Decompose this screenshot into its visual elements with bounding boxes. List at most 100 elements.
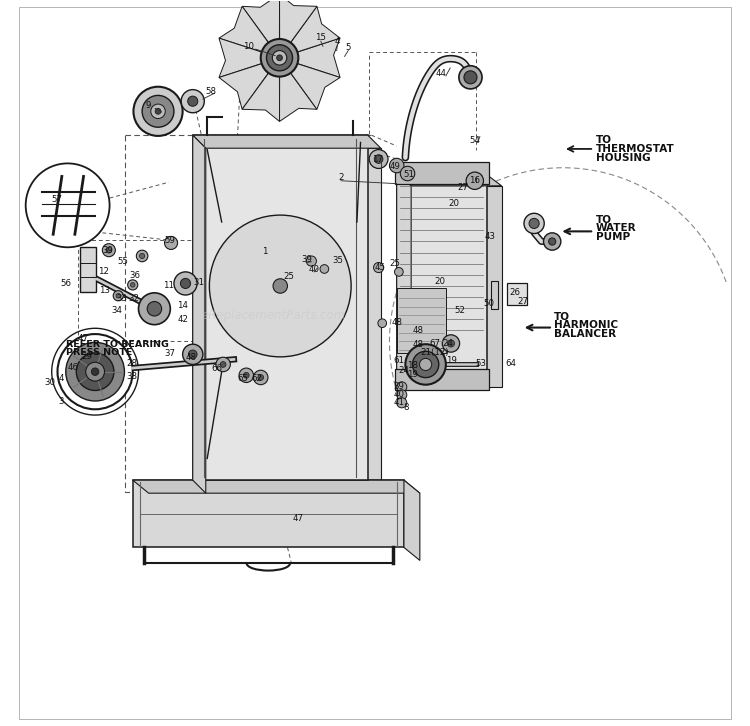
Polygon shape — [133, 480, 404, 547]
Polygon shape — [193, 135, 206, 493]
Text: TO: TO — [596, 135, 611, 145]
Polygon shape — [397, 175, 487, 376]
Circle shape — [464, 71, 477, 83]
Text: 62: 62 — [251, 375, 262, 383]
Circle shape — [266, 45, 292, 71]
Circle shape — [272, 51, 286, 65]
Text: 43: 43 — [484, 232, 496, 241]
Circle shape — [369, 150, 388, 168]
Circle shape — [374, 155, 383, 163]
Text: TO: TO — [554, 311, 570, 322]
Text: 47: 47 — [78, 334, 89, 343]
Circle shape — [130, 282, 135, 287]
Text: 3: 3 — [58, 397, 64, 406]
Circle shape — [142, 95, 174, 127]
Circle shape — [92, 368, 99, 375]
Text: 14: 14 — [177, 301, 188, 310]
Text: 27: 27 — [458, 184, 469, 192]
Circle shape — [397, 390, 406, 400]
Circle shape — [394, 268, 404, 276]
Circle shape — [181, 278, 190, 288]
Circle shape — [174, 272, 197, 295]
Text: 51: 51 — [404, 171, 415, 179]
Circle shape — [155, 108, 161, 114]
FancyBboxPatch shape — [394, 162, 489, 184]
Circle shape — [378, 319, 386, 327]
Polygon shape — [280, 0, 317, 51]
Circle shape — [147, 301, 162, 316]
Text: 25: 25 — [390, 258, 400, 268]
Circle shape — [243, 372, 249, 378]
Polygon shape — [219, 38, 272, 78]
Text: 40: 40 — [309, 265, 320, 274]
Text: 42: 42 — [177, 315, 188, 324]
Text: 15: 15 — [315, 33, 326, 42]
Polygon shape — [242, 0, 280, 51]
Text: 4: 4 — [334, 38, 340, 46]
Polygon shape — [397, 175, 502, 186]
Circle shape — [459, 66, 482, 89]
Circle shape — [273, 279, 287, 293]
Text: HOUSING: HOUSING — [596, 152, 650, 163]
Text: 65: 65 — [237, 375, 248, 383]
FancyBboxPatch shape — [490, 280, 498, 309]
Text: 45: 45 — [374, 263, 386, 272]
Circle shape — [544, 233, 561, 250]
Polygon shape — [280, 65, 317, 121]
Polygon shape — [242, 65, 280, 121]
Text: WATER: WATER — [596, 224, 636, 234]
Circle shape — [419, 359, 432, 370]
Text: 10: 10 — [243, 41, 254, 51]
Circle shape — [216, 357, 230, 372]
FancyBboxPatch shape — [397, 287, 446, 353]
Text: PRESS NOTE: PRESS NOTE — [66, 348, 133, 357]
Text: 19: 19 — [407, 370, 418, 379]
Text: 36: 36 — [130, 271, 140, 280]
Text: 34: 34 — [111, 306, 122, 314]
Circle shape — [320, 265, 328, 273]
Text: 56: 56 — [60, 279, 71, 288]
Polygon shape — [288, 38, 340, 78]
Text: 39: 39 — [102, 245, 112, 255]
Circle shape — [58, 334, 133, 409]
Text: 27: 27 — [517, 297, 528, 306]
Text: 39: 39 — [394, 383, 404, 391]
Circle shape — [548, 238, 556, 245]
Circle shape — [102, 244, 116, 257]
Circle shape — [140, 253, 145, 258]
Text: 38: 38 — [127, 372, 137, 380]
Circle shape — [397, 382, 406, 392]
Text: TO: TO — [596, 215, 611, 225]
Text: 44: 44 — [436, 69, 447, 78]
Text: 37: 37 — [164, 349, 175, 358]
Polygon shape — [193, 135, 368, 480]
Text: BALANCER: BALANCER — [554, 329, 616, 339]
Text: 5: 5 — [346, 43, 351, 52]
Text: 24: 24 — [442, 339, 454, 348]
Text: 11: 11 — [163, 281, 174, 290]
Text: PUMP: PUMP — [596, 232, 630, 242]
Text: 59: 59 — [164, 236, 175, 245]
Text: 33: 33 — [116, 294, 128, 303]
Circle shape — [26, 163, 109, 248]
Text: 29: 29 — [81, 352, 92, 361]
Circle shape — [139, 293, 170, 325]
Circle shape — [76, 353, 114, 391]
Circle shape — [466, 172, 484, 189]
Circle shape — [134, 86, 182, 136]
Circle shape — [239, 368, 254, 383]
Text: 48: 48 — [413, 326, 424, 335]
Circle shape — [86, 362, 104, 381]
Circle shape — [113, 290, 123, 301]
Circle shape — [128, 280, 138, 290]
Circle shape — [413, 351, 439, 378]
Polygon shape — [219, 7, 274, 55]
Circle shape — [277, 55, 283, 61]
Text: 55: 55 — [117, 256, 128, 266]
Circle shape — [524, 213, 544, 234]
Text: 2: 2 — [338, 174, 344, 182]
Text: 20: 20 — [434, 277, 445, 286]
Text: 67: 67 — [430, 339, 440, 348]
Circle shape — [136, 250, 148, 262]
FancyBboxPatch shape — [394, 369, 489, 391]
